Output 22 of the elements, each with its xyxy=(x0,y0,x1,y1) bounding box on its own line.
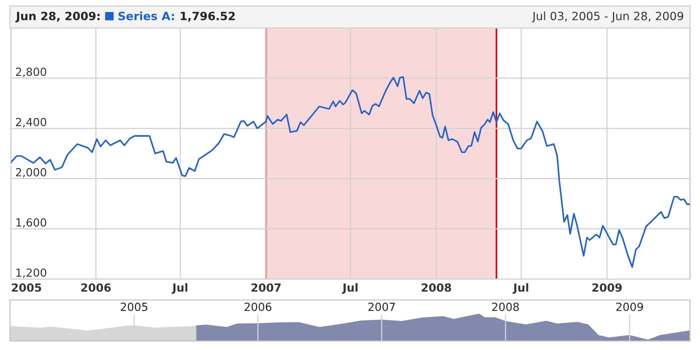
y-tick-label: 2,400 xyxy=(16,118,46,128)
x-tick-label: Jul xyxy=(172,283,188,294)
x-tick-label: 2008 xyxy=(422,283,452,292)
y-tick-label: 2,800 xyxy=(16,68,46,78)
x-tick-label: 2006 xyxy=(244,302,272,312)
x-tick-label: 2008 xyxy=(492,302,519,312)
y-tick-label: 1,200 xyxy=(16,268,46,278)
text: 1,796.52 xyxy=(180,12,235,22)
y-tick-label: 2,000 xyxy=(16,168,46,178)
x-tick-label: 2006 xyxy=(81,283,111,292)
legend-label: Series A: xyxy=(118,11,174,20)
x-tick-label: Jul xyxy=(512,283,528,294)
text: Jun 28, 2009: xyxy=(15,12,100,22)
x-tick-label: 2005 xyxy=(12,283,42,292)
text: Jul 03, 2005 - Jun 28, 2009 xyxy=(532,11,684,22)
y-tick-label: 1,600 xyxy=(16,218,46,228)
x-tick-label: 2007 xyxy=(368,302,395,312)
x-tick-label: 2007 xyxy=(252,283,281,292)
x-tick-label: 2005 xyxy=(120,302,148,312)
x-tick-label: Jul xyxy=(342,283,358,294)
x-tick-label: 2009 xyxy=(592,283,622,292)
x-tick-label: 2009 xyxy=(616,302,643,312)
